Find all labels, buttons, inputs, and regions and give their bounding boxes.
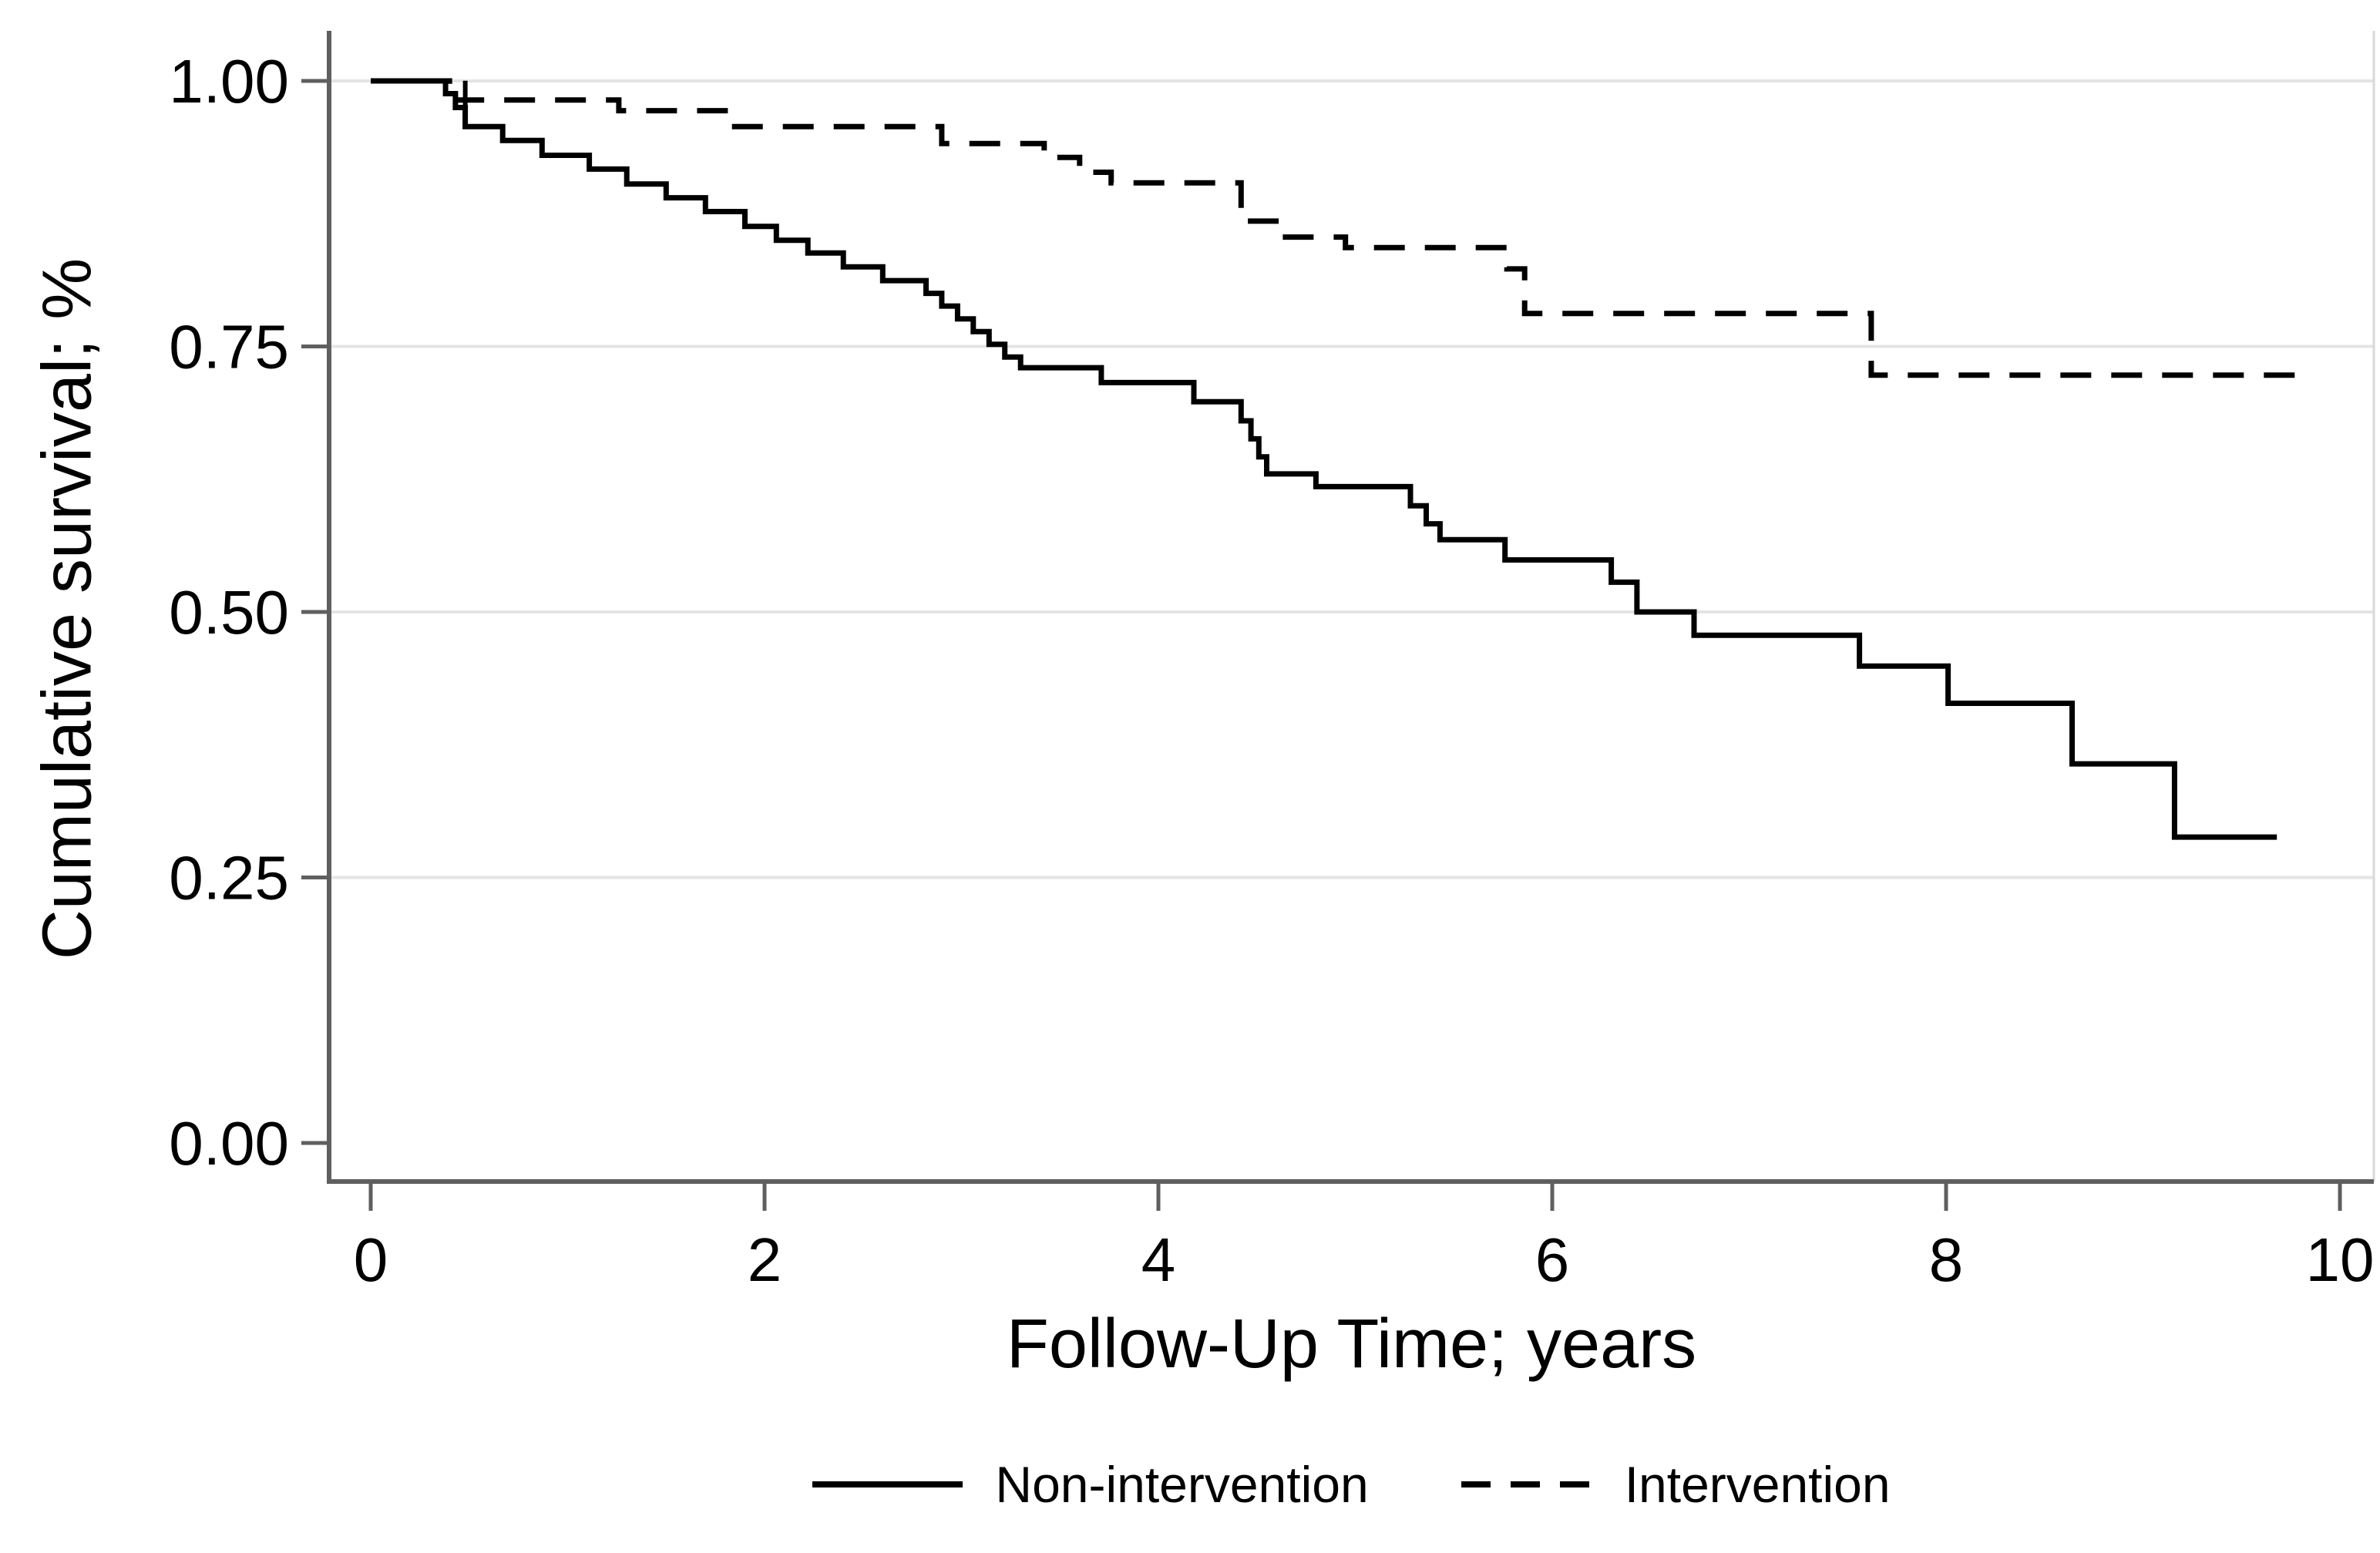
legend-label-non-intervention: Non-intervention [995,1456,1369,1513]
legend-dashed-line-sample [1461,1481,1592,1487]
y-tick-label-1.00: 1.00 [169,47,289,116]
x-tick-label-4: 4 [1141,1225,1176,1294]
y-tick-label-0.75: 0.75 [169,313,289,382]
survival-curve-non-intervention [371,78,2277,840]
legend-solid-line-sample [812,1481,963,1487]
legend-label-intervention: Intervention [1624,1456,1891,1513]
y-tick-label-0.50: 0.50 [169,578,289,647]
x-tick-label-10: 10 [2306,1225,2375,1294]
x-tick-label-6: 6 [1535,1225,1570,1294]
survival-curve-intervention [371,78,2311,378]
legend-item-intervention: Intervention [1461,1455,1891,1514]
y-tick-label-0.00: 0.00 [169,1109,289,1178]
x-tick-label-8: 8 [1929,1225,1964,1294]
legend: Non-intervention Intervention [329,1455,2374,1514]
x-axis-title: Follow-Up Time; years [1006,1306,1697,1383]
x-tick-label-2: 2 [748,1225,782,1294]
y-tick-label-0.25: 0.25 [169,844,289,913]
legend-item-non-intervention: Non-intervention [812,1455,1369,1514]
x-tick-label-0: 0 [354,1225,388,1294]
